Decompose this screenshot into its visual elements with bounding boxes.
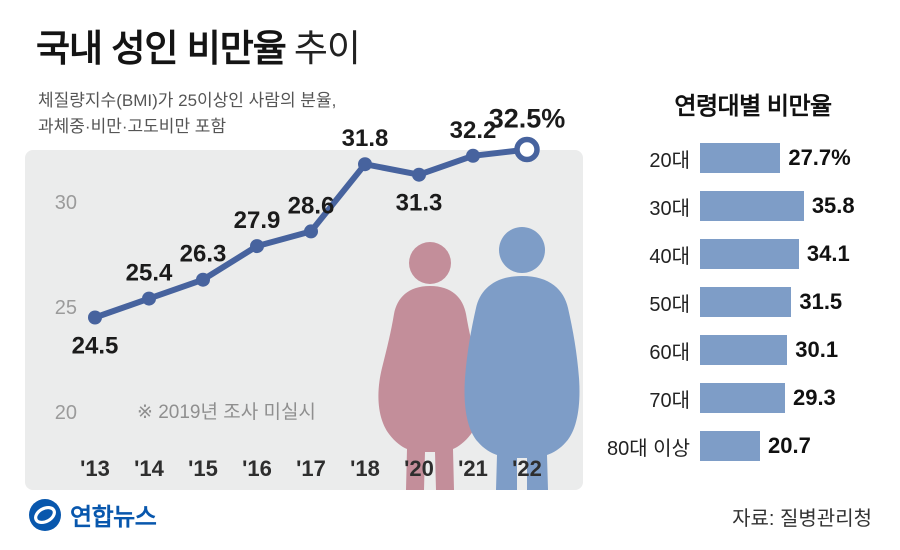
bar	[700, 239, 799, 269]
bar-value-label: 20.7	[768, 433, 811, 458]
x-axis-label: '20	[404, 456, 434, 481]
male-silhouette-icon	[464, 227, 580, 490]
bar	[700, 191, 804, 221]
y-axis-tick: 20	[55, 402, 77, 424]
data-point	[196, 272, 210, 287]
yonhap-logo: 연합뉴스	[28, 497, 157, 532]
x-axis-label: '13	[80, 456, 110, 481]
bar-row: 70대 29.3	[598, 374, 898, 422]
bar-value-label: 27.7%	[788, 145, 851, 170]
data-point	[466, 148, 480, 163]
data-label: 32.2	[450, 117, 497, 144]
data-label: 31.8	[342, 125, 389, 152]
source-credit: 자료: 질병관리청	[732, 508, 872, 530]
bar-row: 60대 30.1	[598, 326, 898, 374]
data-point	[142, 291, 156, 306]
data-label: 24.5	[72, 333, 119, 360]
bar	[700, 431, 761, 461]
bar-chart-title: 연령대별 비만율	[674, 93, 832, 120]
x-axis-label: '14	[134, 456, 164, 481]
x-axis-label: '17	[296, 456, 326, 481]
subtitle: 체질량지수(BMI)가 25이상인 사람의 분율, 과체중·비만·고도비만 포함	[38, 88, 336, 139]
data-point-highlight	[514, 136, 540, 163]
line-chart: 20 25 30 '13 '14 '15 '16 '17 '18 '20 '21 '22 24.5 25.…	[25, 104, 583, 490]
chart-note: ※ 2019년 조사 미실시	[137, 401, 316, 423]
data-label: 31.3	[396, 190, 443, 217]
bar-row: 40대 34.1	[598, 230, 898, 278]
x-axis-label: '16	[242, 456, 272, 481]
bar	[700, 335, 788, 365]
data-point	[88, 310, 102, 325]
data-label: 28.6	[288, 192, 335, 219]
data-label: 32.5%	[489, 104, 566, 134]
page-title: 국내 성인 비만율 추이	[36, 18, 361, 72]
y-axis-tick: 30	[55, 192, 77, 214]
bar-row: 20대 27.7%	[598, 134, 898, 182]
bar-row: 50대 31.5	[598, 278, 898, 326]
bar-value-label: 29.3	[792, 385, 836, 410]
bar-value-label: 34.1	[806, 241, 850, 266]
bar-category-label: 40대	[649, 245, 690, 268]
bar-category-label: 80대 이상	[606, 437, 690, 460]
subtitle-line-1: 체질량지수(BMI)가 25이상인 사람의 분율,	[38, 91, 337, 110]
bar-category-label: 70대	[649, 389, 690, 412]
bar-row: 80대 이상 20.7	[598, 422, 898, 470]
subtitle-line-2: 과체중·비만·고도비만 포함	[38, 116, 227, 136]
data-point	[358, 157, 372, 172]
x-axis-label: '22	[512, 456, 542, 481]
bar-chart: 20대 27.7% 30대 35.8 40대 34.1 50대 31.5 60대 30.1 70대 2…	[598, 134, 898, 470]
bar-category-label: 50대	[649, 293, 690, 316]
data-label: 26.3	[180, 241, 227, 268]
data-point	[412, 167, 426, 182]
x-axis-label: '21	[458, 456, 488, 481]
line-chart-layer: 20 25 30 '13 '14 '15 '16 '17 '18 '20 '21 '22 24.5 25.…	[55, 104, 566, 482]
yonhap-logo-icon	[29, 498, 61, 531]
bar-value-label: 31.5	[799, 289, 843, 314]
bar	[700, 287, 792, 317]
bar-category-label: 30대	[649, 197, 690, 220]
page-title-main: 국내 성인 비만율	[36, 28, 287, 69]
data-label: 25.4	[126, 260, 173, 287]
y-axis-tick: 25	[55, 297, 77, 319]
bar	[700, 383, 785, 413]
female-silhouette-icon	[378, 242, 482, 490]
bar-category-label: 20대	[649, 149, 690, 172]
data-label: 27.9	[234, 207, 281, 234]
bar-value-label: 35.8	[811, 193, 855, 218]
bar	[700, 143, 781, 173]
bar-category-label: 60대	[649, 341, 690, 364]
x-axis-label: '18	[350, 456, 380, 481]
data-point	[250, 239, 264, 254]
x-axis-label: '15	[188, 456, 218, 481]
yonhap-logo-text: 연합뉴스	[70, 504, 157, 531]
bar-value-label: 30.1	[795, 337, 839, 362]
bar-row: 30대 35.8	[598, 182, 898, 230]
data-point	[304, 224, 318, 239]
page-title-sub: 추이	[293, 28, 361, 69]
